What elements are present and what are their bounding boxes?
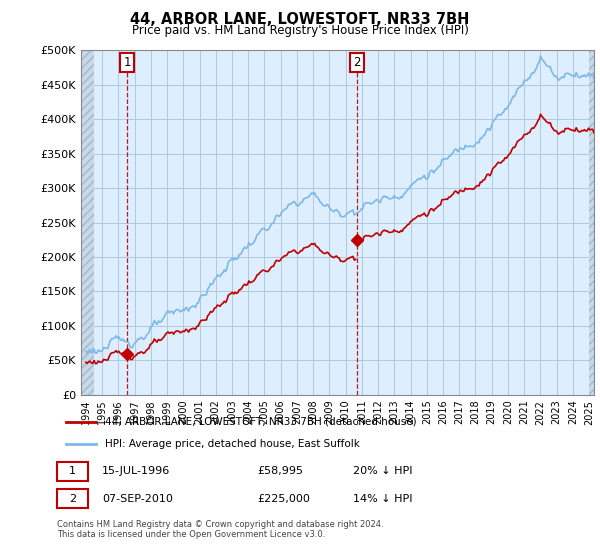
Text: £58,995: £58,995	[257, 466, 304, 476]
Text: 44, ARBOR LANE, LOWESTOFT, NR33 7BH (detached house): 44, ARBOR LANE, LOWESTOFT, NR33 7BH (det…	[104, 417, 416, 427]
Text: 1: 1	[69, 466, 76, 476]
Text: 15-JUL-1996: 15-JUL-1996	[102, 466, 170, 476]
FancyBboxPatch shape	[57, 489, 88, 508]
Text: 20% ↓ HPI: 20% ↓ HPI	[353, 466, 412, 476]
Text: £225,000: £225,000	[257, 494, 311, 503]
Bar	[81, 50, 94, 395]
Text: 14% ↓ HPI: 14% ↓ HPI	[353, 494, 412, 503]
Bar	[589, 50, 594, 395]
Text: HPI: Average price, detached house, East Suffolk: HPI: Average price, detached house, East…	[104, 438, 359, 449]
Text: Price paid vs. HM Land Registry's House Price Index (HPI): Price paid vs. HM Land Registry's House …	[131, 24, 469, 36]
Text: Contains HM Land Registry data © Crown copyright and database right 2024.
This d: Contains HM Land Registry data © Crown c…	[57, 520, 383, 539]
Text: 07-SEP-2010: 07-SEP-2010	[102, 494, 173, 503]
FancyBboxPatch shape	[57, 461, 88, 481]
Text: 2: 2	[353, 56, 361, 69]
Text: 44, ARBOR LANE, LOWESTOFT, NR33 7BH: 44, ARBOR LANE, LOWESTOFT, NR33 7BH	[130, 12, 470, 27]
Text: 2: 2	[69, 494, 76, 503]
Text: 1: 1	[124, 56, 131, 69]
